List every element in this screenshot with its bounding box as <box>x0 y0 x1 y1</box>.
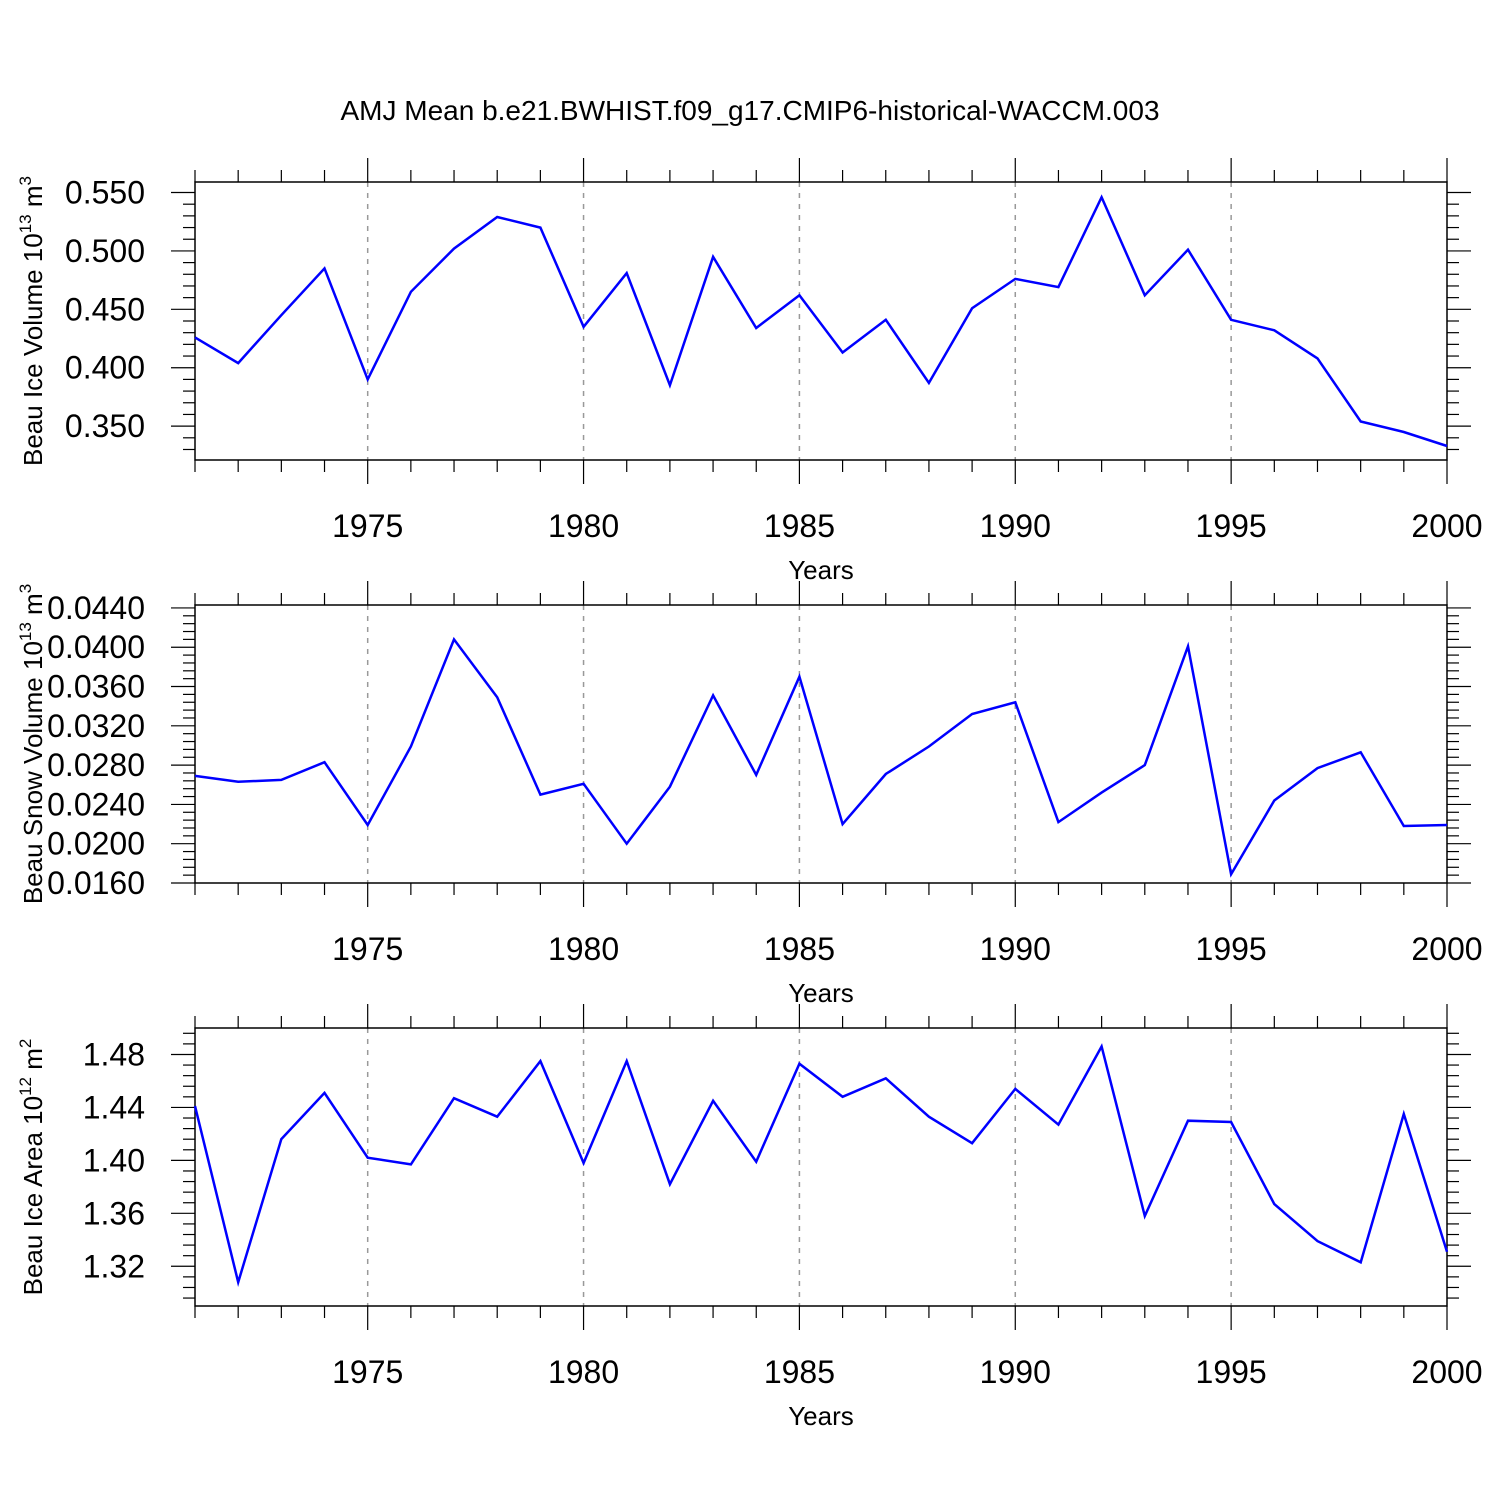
ice-volume-xtick-label: 2000 <box>1411 508 1482 544</box>
ice-area-y-axis-label: Beau Ice Area 1012 m2 <box>16 1039 48 1296</box>
ice-area-xtick-label: 2000 <box>1411 1354 1482 1390</box>
snow-volume-ytick-label: 0.0440 <box>47 590 145 626</box>
snow-volume-series-line <box>194 636 1448 878</box>
ice-volume-xtick-label: 1995 <box>1196 508 1267 544</box>
snow-volume-x-axis-label: Years <box>788 978 854 1008</box>
ice-area-xtick-label: 1980 <box>548 1354 619 1390</box>
ice-volume-xtick-label: 1985 <box>764 508 835 544</box>
ice-area-ytick-label: 1.32 <box>83 1248 145 1284</box>
snow-volume-xtick-label: 2000 <box>1411 931 1482 967</box>
ice-area-ytick-label: 1.48 <box>83 1036 145 1072</box>
ice-area-ytick-label: 1.40 <box>83 1142 145 1178</box>
snow-volume-ytick-label: 0.0360 <box>47 669 145 705</box>
snow-volume-xtick-label: 1990 <box>980 931 1051 967</box>
ice-volume-ytick-label: 0.450 <box>65 291 145 327</box>
ice-volume-xtick-label: 1975 <box>332 508 403 544</box>
figure-title: AMJ Mean b.e21.BWHIST.f09_g17.CMIP6-hist… <box>340 95 1159 126</box>
snow-volume-xtick-label: 1975 <box>332 931 403 967</box>
ice-volume-panel: 0.350 0.400 0.450 0.500 0.550 1975 1980 1985 199… <box>16 158 1483 585</box>
snow-volume-xtick-label: 1995 <box>1196 931 1267 967</box>
ice-area-xtick-label: 1975 <box>332 1354 403 1390</box>
ice-volume-series-line <box>194 194 1448 448</box>
ice-area-ytick-label: 1.36 <box>83 1195 145 1231</box>
ice-area-xtick-label: 1990 <box>980 1354 1051 1390</box>
snow-volume-plot-frame <box>194 604 1448 884</box>
ice-volume-xtick-label: 1990 <box>980 508 1051 544</box>
ice-volume-ytick-label: 0.500 <box>65 233 145 269</box>
ice-volume-ytick-label: 0.400 <box>65 350 145 386</box>
snow-volume-ytick-label: 0.0200 <box>47 826 145 862</box>
ice-volume-ytick-label: 0.550 <box>65 175 145 211</box>
ice-area-panel: 1.32 1.36 1.40 1.44 1.48 1975 1980 1985 1990 1995… <box>16 1004 1483 1431</box>
snow-volume-ytick-label: 0.0400 <box>47 629 145 665</box>
ice-area-xtick-label: 1995 <box>1196 1354 1267 1390</box>
ice-area-xtick-label: 1985 <box>764 1354 835 1390</box>
ice-area-plot-frame <box>194 1027 1448 1307</box>
ice-area-series-line <box>193 1043 1449 1287</box>
snow-volume-ytick-label: 0.0160 <box>47 865 145 901</box>
ice-area-x-axis-label: Years <box>788 1401 854 1431</box>
ice-volume-ytick-label: 0.350 <box>65 408 145 444</box>
snow-volume-ytick-label: 0.0240 <box>47 786 145 822</box>
snow-volume-y-axis-label: Beau Snow Volume 1013 m3 <box>16 584 48 904</box>
snow-volume-ytick-label: 0.0320 <box>47 708 145 744</box>
ice-volume-x-axis-label: Years <box>788 555 854 585</box>
snow-volume-xtick-label: 1980 <box>548 931 619 967</box>
ice-volume-y-axis-label: Beau Ice Volume 1013 m3 <box>16 176 48 466</box>
ice-area-ytick-label: 1.44 <box>83 1089 145 1125</box>
snow-volume-xtick-label: 1985 <box>764 931 835 967</box>
snow-volume-ytick-label: 0.0280 <box>47 747 145 783</box>
ice-volume-plot-frame <box>194 181 1448 461</box>
ice-volume-xtick-label: 1980 <box>548 508 619 544</box>
